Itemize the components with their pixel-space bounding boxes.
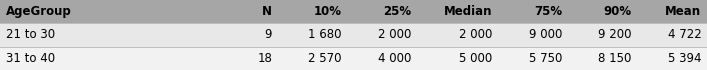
Text: 5 750: 5 750 bbox=[529, 52, 562, 65]
Text: 5 394: 5 394 bbox=[668, 52, 701, 65]
Text: 90%: 90% bbox=[604, 5, 631, 18]
Text: 5 000: 5 000 bbox=[459, 52, 492, 65]
Bar bbox=[0, 47, 707, 70]
Text: Median: Median bbox=[444, 5, 492, 18]
Bar bbox=[0, 0, 707, 23]
Text: 8 150: 8 150 bbox=[598, 52, 631, 65]
Bar bbox=[0, 23, 707, 47]
Text: 4 000: 4 000 bbox=[378, 52, 411, 65]
Text: 2 000: 2 000 bbox=[378, 28, 411, 42]
Text: 21 to 30: 21 to 30 bbox=[6, 28, 54, 42]
Text: 2 000: 2 000 bbox=[459, 28, 492, 42]
Text: 9 200: 9 200 bbox=[598, 28, 631, 42]
Text: 4 722: 4 722 bbox=[667, 28, 701, 42]
Text: AgeGroup: AgeGroup bbox=[6, 5, 71, 18]
Text: 9 000: 9 000 bbox=[529, 28, 562, 42]
Text: 25%: 25% bbox=[383, 5, 411, 18]
Text: 18: 18 bbox=[257, 52, 272, 65]
Text: 75%: 75% bbox=[534, 5, 562, 18]
Text: N: N bbox=[262, 5, 272, 18]
Text: 10%: 10% bbox=[314, 5, 341, 18]
Text: 9: 9 bbox=[264, 28, 272, 42]
Text: 2 570: 2 570 bbox=[308, 52, 341, 65]
Text: 1 680: 1 680 bbox=[308, 28, 341, 42]
Text: 31 to 40: 31 to 40 bbox=[6, 52, 54, 65]
Text: Mean: Mean bbox=[665, 5, 701, 18]
